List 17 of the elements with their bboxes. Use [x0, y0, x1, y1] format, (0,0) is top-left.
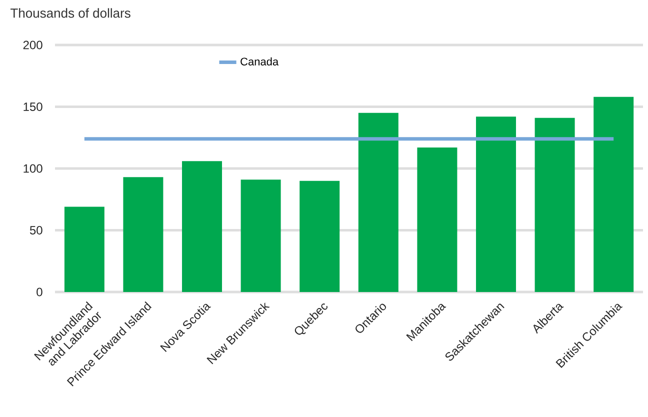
y-tick-label: 0: [36, 288, 42, 296]
bar: [240, 180, 281, 292]
y-tick-label: 200: [23, 40, 42, 50]
y-tick-label: 50: [30, 226, 42, 234]
bar: [300, 180, 340, 292]
bar: [358, 112, 398, 292]
bar: [417, 147, 458, 292]
bar: [182, 161, 222, 292]
y-tick-label: 150: [24, 102, 42, 111]
legend-label: Canada: [240, 57, 279, 66]
y-tick-label: 100: [24, 164, 42, 173]
bar: [534, 118, 575, 292]
bar: [594, 96, 634, 292]
bar: [64, 206, 104, 292]
y-axis-title: Thousands of dollars: [10, 8, 130, 18]
bar: [123, 177, 164, 292]
bar: [476, 116, 516, 292]
